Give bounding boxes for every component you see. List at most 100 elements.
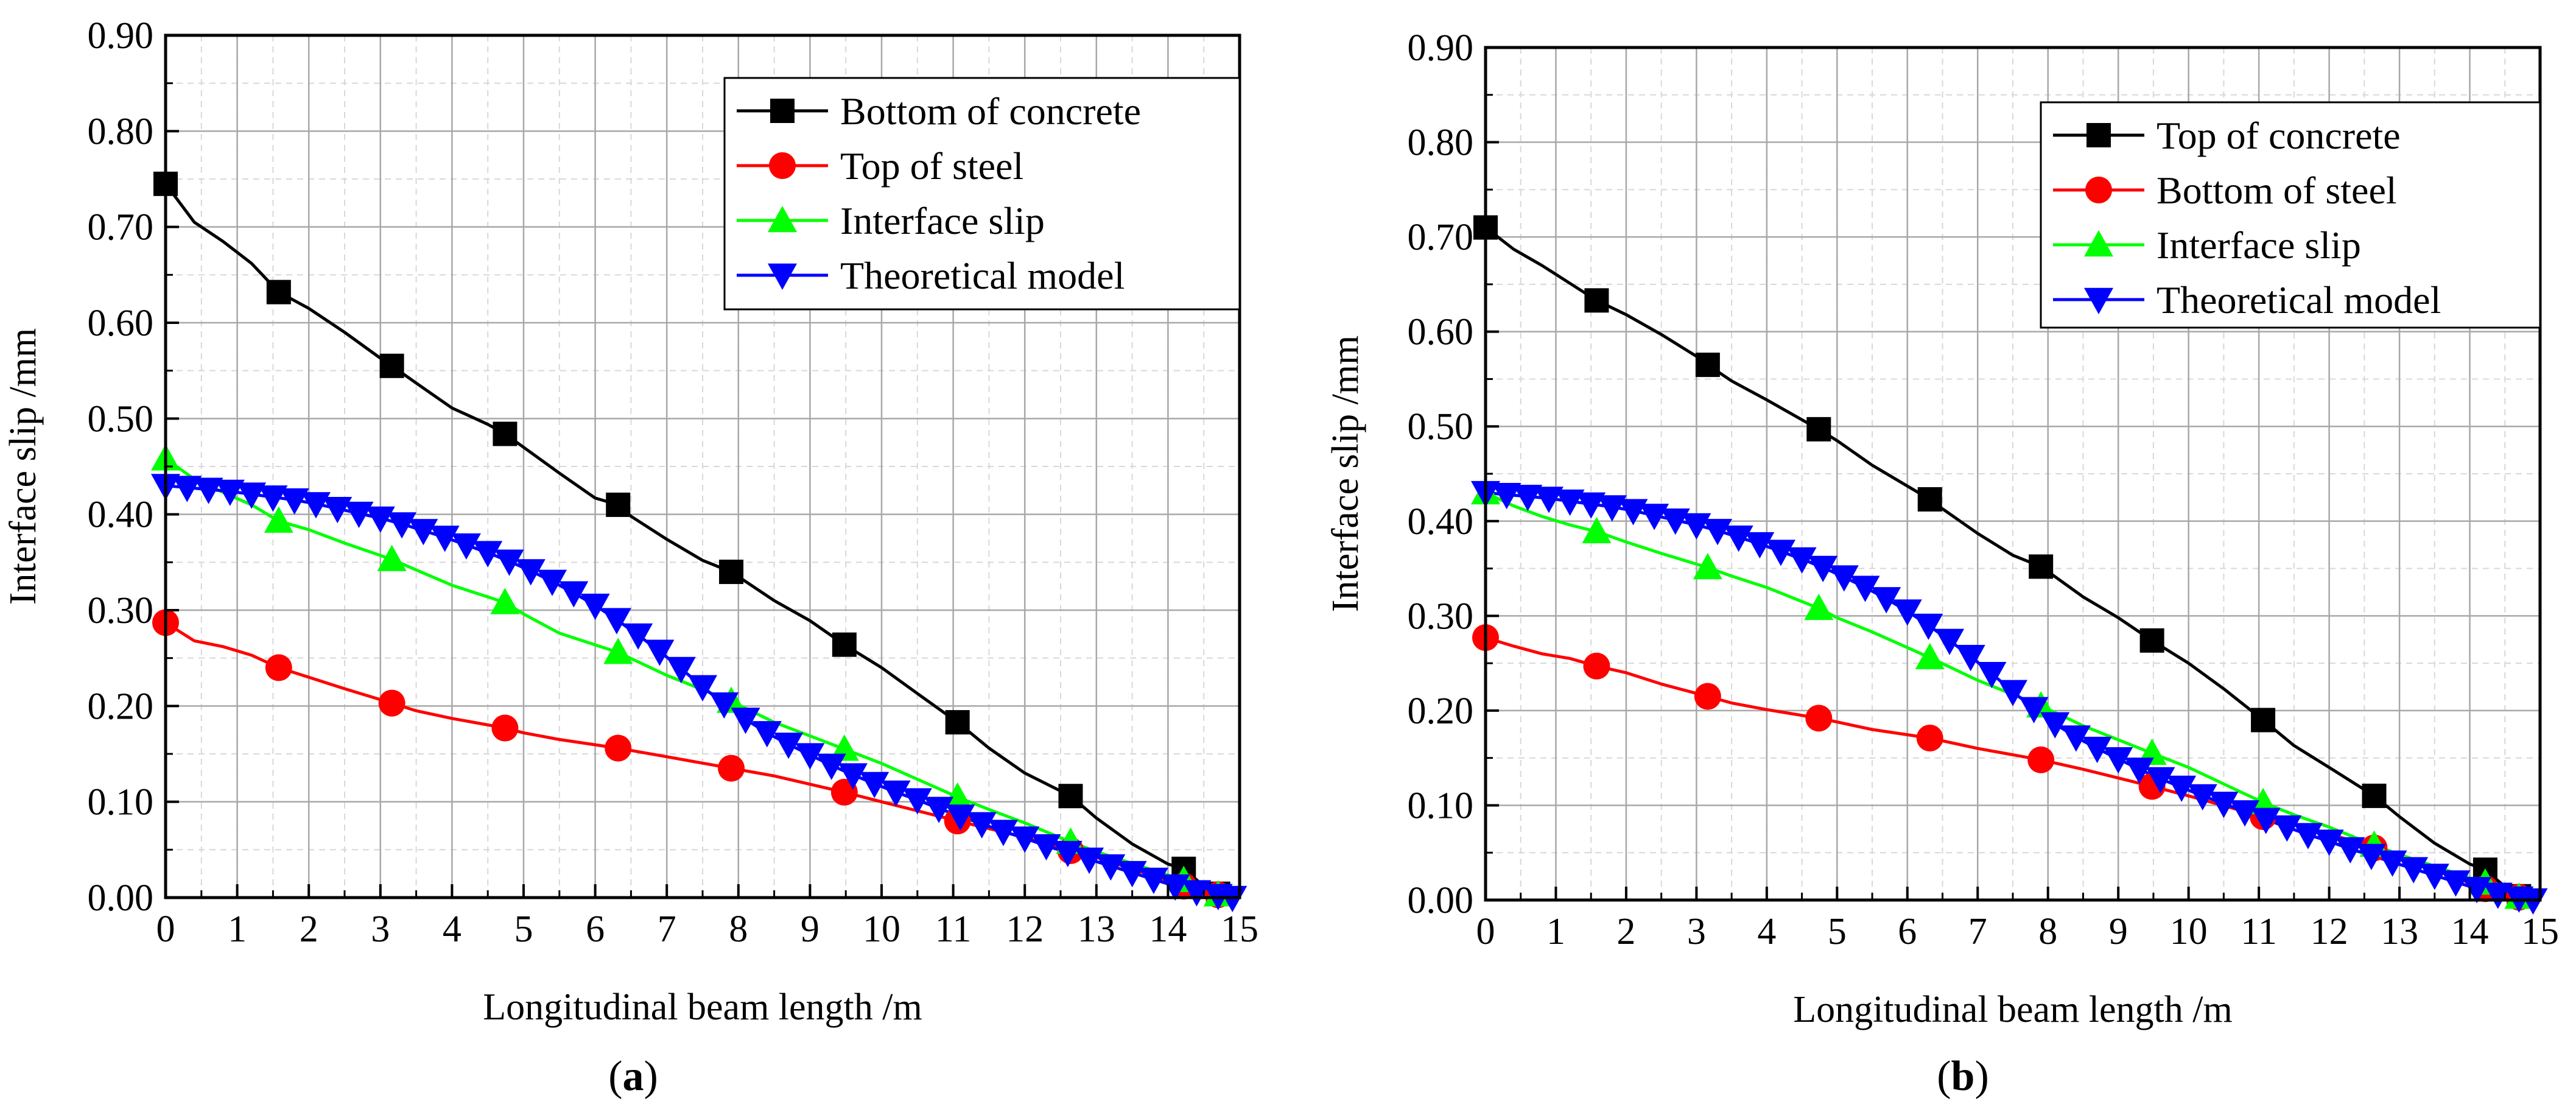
- legend-marker-triangle-up: [768, 206, 797, 233]
- legend-marker-square: [770, 99, 795, 123]
- data-point-triangle-down: [924, 797, 954, 823]
- data-point-triangle-down: [2314, 829, 2344, 856]
- data-point-triangle-down: [1766, 540, 1795, 566]
- data-point-triangle-down: [194, 477, 223, 504]
- x-tick-label: 4: [443, 909, 462, 950]
- data-point-triangle-down: [709, 692, 739, 719]
- y-tick-label: 0.80: [88, 111, 154, 152]
- legend-box: [723, 77, 1241, 311]
- data-point-triangle-down: [946, 804, 975, 831]
- data-point-triangle-down: [2483, 882, 2513, 909]
- data-point-square: [1695, 353, 1720, 378]
- data-point-circle: [1694, 683, 1721, 710]
- data-point-triangle-down: [795, 743, 825, 770]
- data-point-triangle-down: [816, 753, 846, 780]
- data-point-triangle-down: [860, 772, 890, 798]
- y-tick-label: 0.70: [88, 207, 154, 248]
- data-point-triangle-down: [1513, 485, 1543, 512]
- x-tick-label: 12: [1006, 909, 1044, 950]
- y-tick-label: 0.40: [88, 494, 154, 536]
- data-point-square: [832, 632, 857, 657]
- y-tick-label: 0.70: [1408, 217, 1474, 258]
- data-point-triangle-down: [2336, 837, 2365, 864]
- x-tick-label: 10: [2170, 911, 2208, 952]
- data-point-triangle-down: [1892, 599, 1922, 626]
- data-point-triangle-down: [1031, 834, 1061, 861]
- data-point-circle: [1916, 725, 1943, 751]
- data-point-triangle-down: [2293, 823, 2323, 849]
- data-point-triangle-down: [1850, 575, 1880, 602]
- y-tick-label: 0.90: [1408, 27, 1474, 69]
- y-tick-label: 0.00: [88, 878, 154, 919]
- data-point-triangle-down: [2209, 792, 2239, 818]
- data-point-triangle-down: [559, 581, 589, 608]
- data-point-triangle-down: [2188, 784, 2217, 811]
- y-axis-title: Interface slip /mm: [1325, 336, 1366, 613]
- data-point-triangle-down: [301, 492, 331, 519]
- data-point-triangle-down: [1010, 826, 1040, 853]
- data-point-triangle-down: [838, 763, 868, 790]
- data-point-triangle-up: [1915, 642, 1945, 669]
- x-tick-label: 0: [1476, 911, 1495, 952]
- data-point-triangle-down: [473, 541, 503, 568]
- data-point-triangle-down: [279, 488, 309, 515]
- chart-panel-a: 0 1 2 3 4 5 6 7 8 9 10 11 12 13 14 150.000.100.200.300.…: [2, 15, 1258, 1100]
- data-point-square: [2029, 554, 2054, 579]
- panel-label-open-paren: (: [608, 1053, 622, 1100]
- data-point-triangle-down: [1935, 628, 1965, 655]
- data-point-triangle-down: [1117, 860, 1147, 888]
- data-point-triangle-down: [2356, 843, 2386, 870]
- x-tick-label: 3: [1687, 911, 1706, 952]
- data-point-triangle-down: [1534, 487, 1563, 513]
- data-point-triangle-down: [2124, 758, 2154, 784]
- x-tick-label: 6: [586, 909, 605, 950]
- data-point-triangle-down: [1182, 880, 1212, 907]
- data-point-circle: [1805, 705, 1833, 732]
- data-point-triangle-down: [2167, 775, 2197, 802]
- x-tick-label: 15: [1221, 909, 1258, 950]
- y-tick-label: 0.30: [88, 590, 154, 631]
- data-point-triangle-down: [988, 820, 1018, 846]
- data-point-circle: [491, 714, 519, 742]
- y-tick-label: 0.90: [88, 15, 154, 57]
- x-tick-label: 13: [1078, 909, 1115, 950]
- data-point-square: [379, 353, 404, 378]
- x-tick-label: 9: [801, 909, 819, 950]
- data-point-triangle-up: [264, 506, 293, 533]
- data-point-triangle-down: [967, 812, 997, 839]
- data-point-circle: [2027, 746, 2055, 773]
- data-point-triangle-down: [1914, 613, 1943, 640]
- legend-label: Theoretical model: [840, 254, 1125, 297]
- y-tick-label: 0.50: [88, 398, 154, 440]
- legend-label: Top of steel: [840, 144, 1023, 188]
- x-tick-label: 14: [2451, 911, 2489, 952]
- data-point-triangle-down: [2230, 800, 2260, 827]
- legend-marker-triangle-up: [2084, 230, 2113, 257]
- y-tick-label: 0.80: [1408, 122, 1474, 164]
- y-axis-title: Interface slip /mm: [2, 328, 44, 605]
- data-point-triangle-down: [645, 639, 675, 666]
- data-point-triangle-down: [774, 733, 804, 759]
- data-point-triangle-down: [2272, 815, 2302, 842]
- panel-label-close-paren: ): [1974, 1053, 1988, 1100]
- x-tick-label: 12: [2311, 911, 2348, 952]
- data-point-triangle-down: [1576, 492, 1606, 519]
- data-point-triangle-down: [323, 497, 353, 524]
- panel-label-open-paren: (: [1937, 1053, 1951, 1100]
- legend-marker-circle: [2085, 177, 2112, 203]
- y-tick-label: 0.20: [88, 686, 154, 727]
- data-point-triangle-up: [1582, 516, 1612, 544]
- y-tick-label: 0.60: [88, 303, 154, 344]
- data-point-square: [266, 280, 291, 304]
- data-point-triangle-down: [1977, 662, 2007, 689]
- data-point-circle: [378, 689, 405, 717]
- data-point-triangle-down: [430, 526, 460, 552]
- data-point-triangle-down: [1829, 565, 1859, 592]
- data-point-triangle-down: [2104, 747, 2133, 774]
- y-tick-label: 0.40: [1408, 501, 1474, 543]
- data-point-square: [945, 710, 970, 735]
- x-tick-label: 1: [228, 909, 247, 950]
- legend-marker-square: [2086, 123, 2111, 147]
- data-point-triangle-down: [451, 533, 481, 560]
- x-tick-label: 8: [729, 909, 748, 950]
